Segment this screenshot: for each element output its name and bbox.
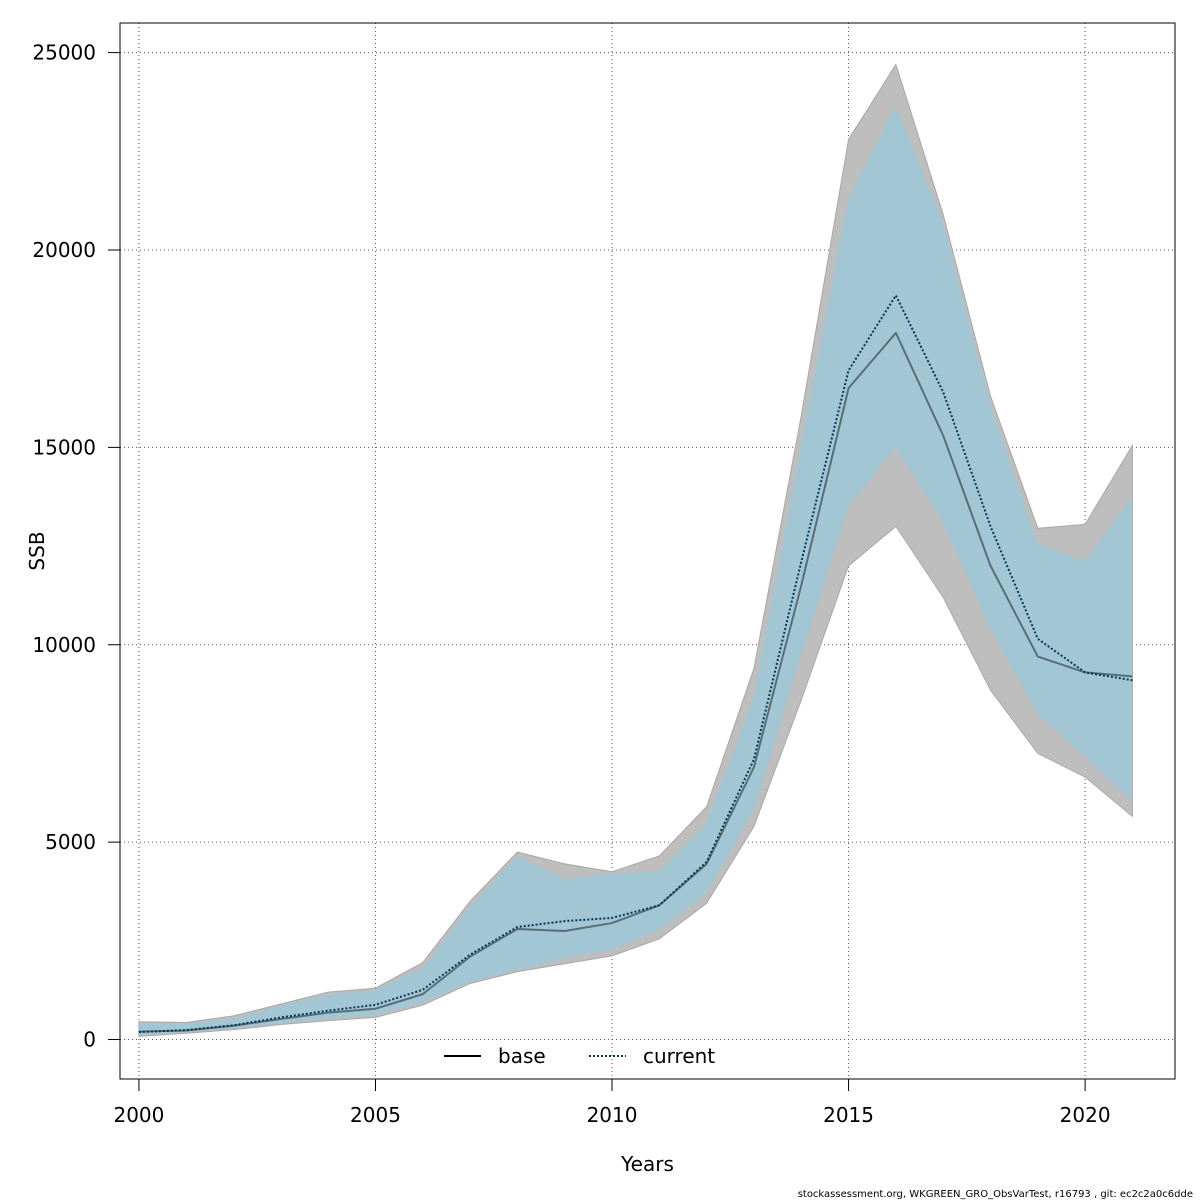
x-tick-label-2015: 2015	[823, 1103, 874, 1127]
y-tick-label-5000: 5000	[45, 830, 96, 854]
legend-label-base: base	[498, 1044, 546, 1068]
y-axis-title: SSB	[25, 531, 49, 570]
x-axis: 2000 2005 2010 2015 2020	[113, 1078, 1111, 1127]
y-tick-label-0: 0	[83, 1028, 96, 1052]
y-tick-label-25000: 25000	[32, 41, 96, 65]
x-tick-label-2000: 2000	[113, 1103, 164, 1127]
y-tick-label-15000: 15000	[32, 435, 96, 459]
y-tick-label-10000: 10000	[32, 633, 96, 657]
x-tick-label-2020: 2020	[1060, 1103, 1111, 1127]
current-series-line	[138, 294, 1133, 1034]
y-tick-label-20000: 20000	[32, 238, 96, 262]
footer-text: stockassessment.org, WKGREEN_GRO_ObsVarT…	[798, 1189, 1193, 1200]
legend-label-current: current	[643, 1044, 715, 1068]
legend: base current	[444, 1044, 715, 1068]
confidence-bands	[138, 63, 1133, 1037]
x-axis-title: Years	[620, 1152, 674, 1176]
x-tick-label-2010: 2010	[587, 1103, 638, 1127]
y-axis: 0 5000 10000 15000 20000 25000	[32, 41, 121, 1052]
series-lines	[138, 294, 1133, 1034]
x-tick-label-2005: 2005	[350, 1103, 401, 1127]
base-series-line	[138, 331, 1133, 1033]
current-confidence-band	[138, 105, 1133, 1036]
